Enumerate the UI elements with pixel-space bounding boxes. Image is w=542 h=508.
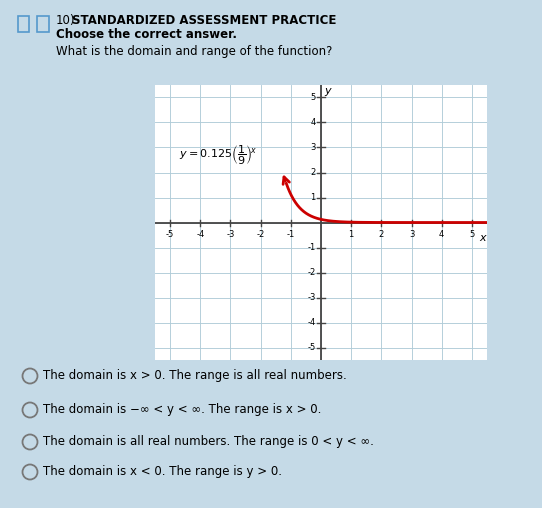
Text: 2: 2 (311, 168, 315, 177)
Text: The domain is all real numbers. The range is 0 < y < ∞.: The domain is all real numbers. The rang… (43, 435, 374, 449)
Text: -3: -3 (307, 293, 315, 302)
Text: -2: -2 (256, 230, 264, 239)
Text: -4: -4 (307, 318, 315, 327)
Text: The domain is x < 0. The range is y > 0.: The domain is x < 0. The range is y > 0. (43, 465, 282, 479)
Text: 1: 1 (349, 230, 354, 239)
Text: -5: -5 (307, 343, 315, 352)
Text: $y = 0.125\left(\dfrac{1}{9}\right)^{\!x}$: $y = 0.125\left(\dfrac{1}{9}\right)^{\!x… (179, 143, 257, 167)
Text: -4: -4 (196, 230, 204, 239)
Text: 3: 3 (310, 143, 315, 152)
Text: Choose the correct answer.: Choose the correct answer. (56, 28, 237, 41)
Text: 3: 3 (409, 230, 414, 239)
Text: 5: 5 (311, 93, 315, 102)
Text: 10): 10) (56, 14, 75, 27)
Text: 4: 4 (439, 230, 444, 239)
Text: 1: 1 (311, 193, 315, 202)
Text: -5: -5 (166, 230, 174, 239)
Text: 2: 2 (379, 230, 384, 239)
Text: 4: 4 (311, 118, 315, 127)
Text: -1: -1 (307, 243, 315, 252)
Text: -2: -2 (307, 268, 315, 277)
Text: The domain is −∞ < y < ∞. The range is x > 0.: The domain is −∞ < y < ∞. The range is x… (43, 403, 321, 417)
Text: STANDARDIZED ASSESSMENT PRACTICE: STANDARDIZED ASSESSMENT PRACTICE (72, 14, 337, 27)
Text: y: y (325, 86, 331, 96)
Text: -3: -3 (226, 230, 235, 239)
Text: -1: -1 (287, 230, 295, 239)
Text: 5: 5 (469, 230, 475, 239)
Text: x: x (479, 233, 486, 243)
Text: What is the domain and range of the function?: What is the domain and range of the func… (56, 45, 332, 58)
Text: The domain is x > 0. The range is all real numbers.: The domain is x > 0. The range is all re… (43, 369, 347, 383)
